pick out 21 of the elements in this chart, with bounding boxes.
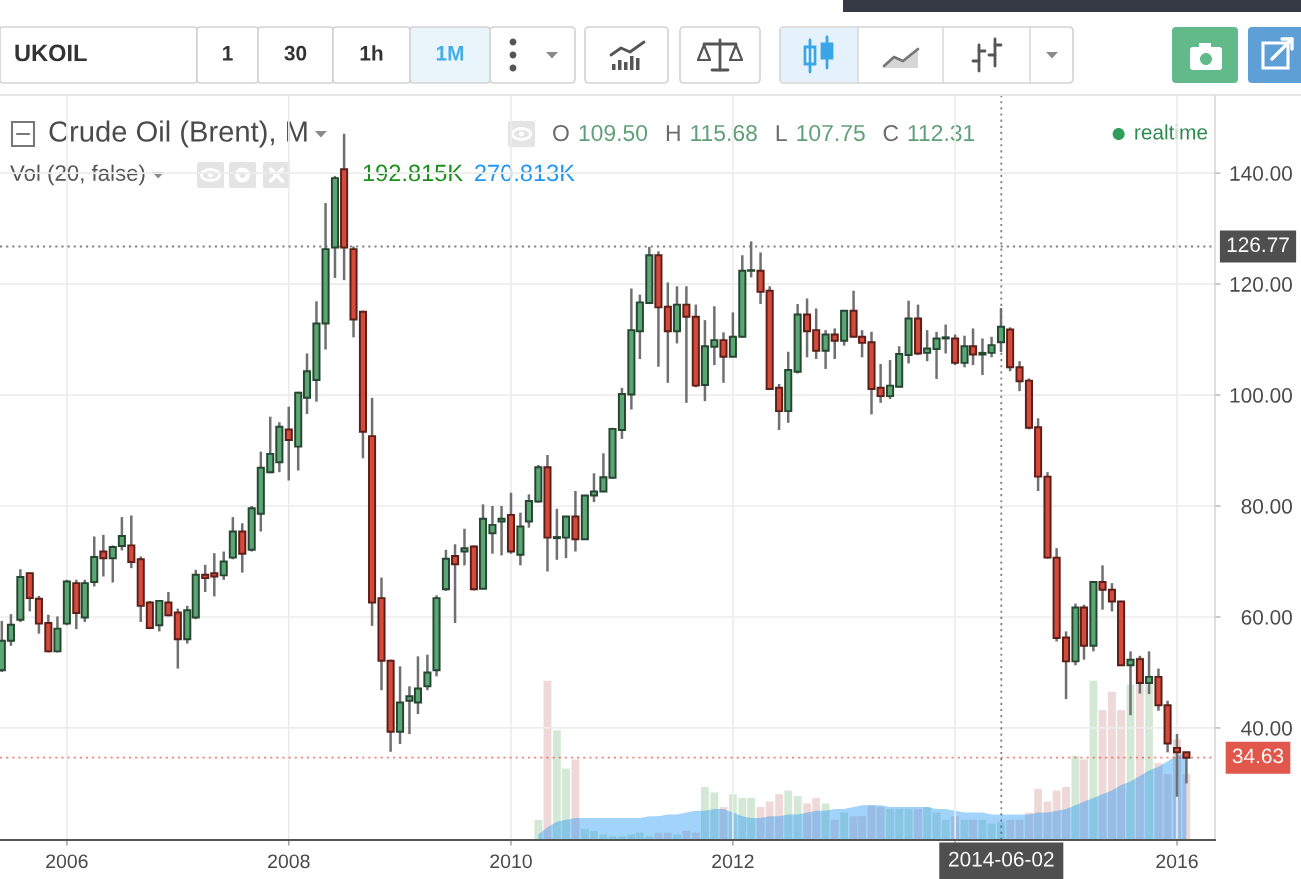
y-tick-label: 40.00 <box>1241 720 1292 736</box>
text: 30 <box>284 45 307 61</box>
ref-line-label: 34.63 <box>1232 748 1284 764</box>
text: 1M <box>436 46 464 61</box>
x-tick-label: 2006 <box>46 854 88 869</box>
y-tick-label: 60.00 <box>1241 609 1292 625</box>
ref-line-label: 126.77 <box>1227 237 1289 253</box>
text: 1 <box>223 46 233 61</box>
annotation: realtime <box>1135 124 1208 140</box>
text: 1h <box>360 45 383 61</box>
y-tick-label: 120.00 <box>1230 277 1292 292</box>
ref-line-label: 2014-06-02 <box>949 851 1054 867</box>
x-tick-label: 2010 <box>490 854 532 869</box>
x-tick-label: 2016 <box>1156 854 1198 869</box>
y-tick-label: 80.00 <box>1241 499 1292 514</box>
x-tick-label: 2008 <box>268 854 310 869</box>
x-tick-label: 2012 <box>712 854 754 869</box>
text: UKOIL <box>15 44 87 62</box>
y-tick-label: 140.00 <box>1230 166 1292 181</box>
y-tick-label: 100.00 <box>1230 388 1292 403</box>
annotation: O 109.50 H 115.68 L 107.75 C 112.31 <box>553 124 975 142</box>
